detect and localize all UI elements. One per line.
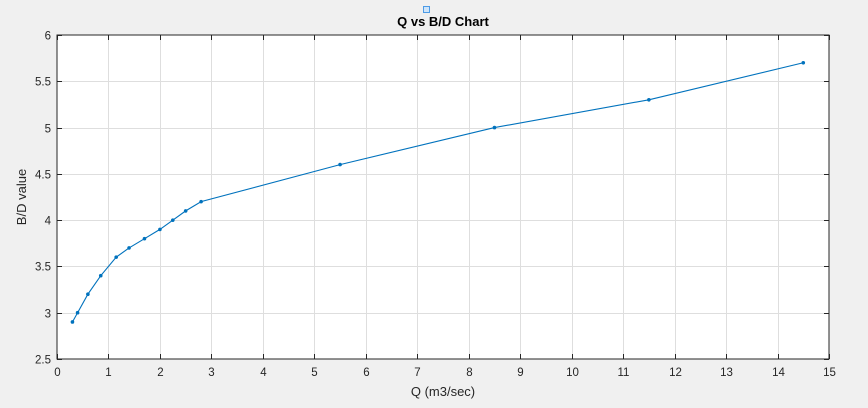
y-tick-label: 2.5 xyxy=(35,355,51,367)
data-point xyxy=(127,246,131,250)
x-tick-label: 2 xyxy=(157,367,163,379)
plot-area xyxy=(57,35,829,359)
y-axis-label: B/D value xyxy=(14,169,29,225)
x-tick-label: 5 xyxy=(311,367,317,379)
data-point xyxy=(338,162,342,167)
square-edit-icon[interactable] xyxy=(423,6,430,13)
grid xyxy=(57,35,829,359)
axes-box xyxy=(56,34,830,360)
x-tick-label: 10 xyxy=(566,367,579,379)
y-tick-label: 4.5 xyxy=(35,170,51,182)
y-tick-label: 6 xyxy=(45,31,51,43)
x-tick-label: 13 xyxy=(720,367,733,379)
x-tick-label: 4 xyxy=(260,367,267,379)
data-point xyxy=(158,227,162,232)
data-point xyxy=(98,273,103,278)
data-point xyxy=(142,236,147,241)
y-tick-label: 5.5 xyxy=(35,77,51,89)
data-point xyxy=(647,98,651,102)
x-tick-label: 8 xyxy=(466,367,472,379)
y-tick-label: 3.5 xyxy=(35,262,51,274)
x-tick-label: 3 xyxy=(208,367,214,379)
tick-labels: 0 1 2 3 4 5 6 7 8 9 10 11 12 13 14 152.533.544.555.56 xyxy=(35,31,836,380)
series-group xyxy=(70,60,806,324)
data-point xyxy=(183,209,188,213)
data-point xyxy=(492,125,497,130)
x-tick-label: 15 xyxy=(823,367,836,379)
x-tick-label: 6 xyxy=(363,367,369,379)
y-tick-label: 3 xyxy=(45,309,51,321)
x-axis-label: Q (m3/sec) xyxy=(411,384,475,399)
x-tick-label: 7 xyxy=(414,367,420,379)
x-tick-label: 12 xyxy=(669,367,682,379)
data-point xyxy=(199,199,203,204)
data-point xyxy=(171,218,175,222)
x-tick-label: 0 xyxy=(54,367,60,379)
x-tick-label: 9 xyxy=(517,367,523,379)
data-point xyxy=(70,320,75,324)
x-tick-label: 11 xyxy=(618,367,630,379)
x-tick-label: 1 xyxy=(105,367,111,379)
data-point xyxy=(86,292,90,297)
data-point xyxy=(75,310,80,315)
ticks xyxy=(57,35,830,360)
data-point xyxy=(114,255,118,259)
y-tick-label: 5 xyxy=(45,124,51,136)
y-tick-label: 4 xyxy=(45,216,52,228)
x-tick-label: 14 xyxy=(772,367,785,379)
chart-title: Q vs B/D Chart xyxy=(397,14,489,29)
data-point xyxy=(801,60,806,65)
